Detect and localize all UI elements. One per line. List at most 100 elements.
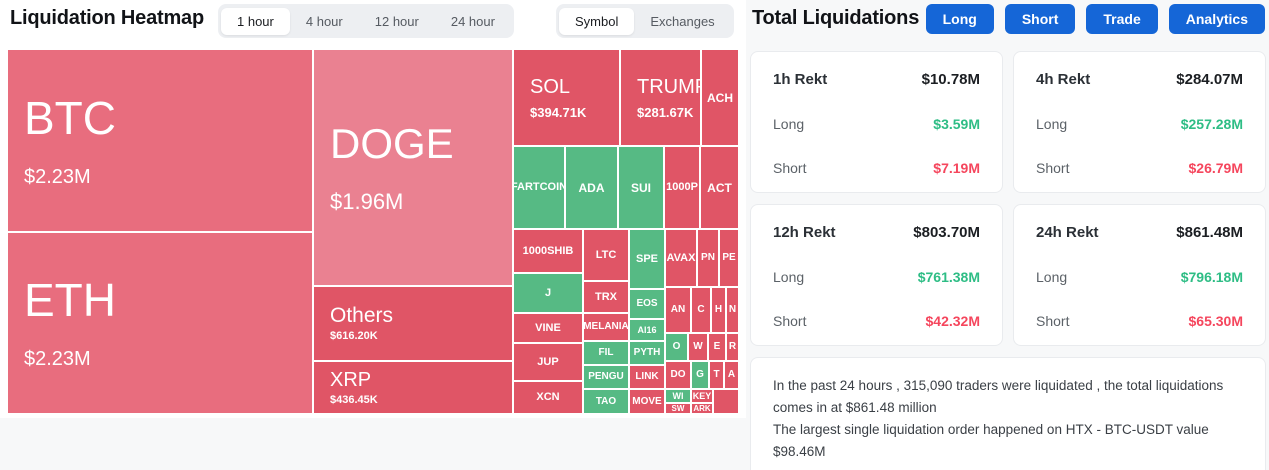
treemap-tile-avax[interactable]: AVAX: [666, 230, 696, 286]
tile-label: KEY: [692, 390, 712, 401]
treemap-tile-h[interactable]: H: [712, 288, 725, 332]
tile-label: R: [728, 341, 737, 352]
treemap-tile-eth[interactable]: ETH $2.23M: [8, 233, 312, 413]
treemap-tile-move[interactable]: MOVE: [630, 390, 664, 413]
tile-label: E: [713, 341, 721, 352]
tile-label: FIL: [598, 347, 614, 358]
tile-label: A: [727, 369, 736, 380]
summary-line-2: The largest single liquidation order hap…: [773, 421, 1209, 459]
treemap-tile-pyth[interactable]: PYTH: [630, 342, 664, 364]
treemap-tile-xrp[interactable]: XRP $436.45K: [314, 362, 512, 413]
treemap-tile-sol[interactable]: SOL $394.71K: [514, 50, 619, 145]
tab-24-hour[interactable]: 24 hour: [450, 13, 495, 29]
treemap-tile-g[interactable]: G: [692, 362, 708, 388]
treemap-tile-act[interactable]: ACT: [701, 147, 738, 228]
tile-label: BTC: [24, 91, 116, 144]
tile-label: H: [714, 304, 723, 315]
treemap-tile-e[interactable]: E: [709, 334, 725, 360]
treemap-tile-btc[interactable]: BTC $2.23M: [8, 50, 312, 231]
treemap-tile-an[interactable]: AN: [666, 288, 690, 332]
treemap-tile-filler[interactable]: [714, 390, 738, 413]
treemap-tile-pe[interactable]: PE: [720, 230, 738, 286]
treemap-tile-do[interactable]: DO: [666, 362, 690, 388]
tile-label: ARK: [693, 404, 711, 413]
treemap-tile-vine[interactable]: VINE: [514, 314, 582, 342]
treemap-tile-key[interactable]: KEY: [692, 390, 712, 402]
treemap-tile-a[interactable]: A: [725, 362, 738, 388]
tile-label: EOS: [636, 298, 658, 309]
treemap-tile-trump[interactable]: TRUMP $281.67K: [621, 50, 700, 145]
treemap-tile-jup[interactable]: JUP: [514, 344, 582, 380]
treemap-tile-fartcoin[interactable]: FARTCOIN: [514, 147, 564, 228]
tile-label: FARTCOIN: [514, 181, 564, 193]
treemap-tile-r[interactable]: R: [727, 334, 738, 360]
treemap-tile-eos[interactable]: EOS: [630, 290, 664, 318]
short-label: Short: [1036, 313, 1070, 329]
treemap-tile-sui[interactable]: SUI: [619, 147, 663, 228]
treemap-tile-o[interactable]: O: [666, 334, 687, 360]
treemap-tile-ltc[interactable]: LTC: [584, 230, 628, 280]
treemap-tile-xcn[interactable]: XCN: [514, 382, 582, 413]
tile-label: DO: [670, 369, 686, 380]
rekt-card-12h: 12h Rekt $803.70M Long $761.38M Short $4…: [750, 204, 1003, 346]
treemap-tile-fil[interactable]: FIL: [584, 342, 628, 364]
tile-label: J: [544, 286, 552, 299]
treemap-tile-trx[interactable]: TRX: [584, 282, 628, 312]
tile-value: $616.20K: [330, 330, 378, 342]
view-mode-tabs: Symbol Exchanges: [556, 4, 734, 38]
tile-value: $436.45K: [330, 393, 378, 406]
treemap-tile-melania[interactable]: MELANIA: [584, 314, 628, 340]
tile-label: C: [697, 304, 705, 315]
treemap-tile-c[interactable]: C: [692, 288, 710, 332]
treemap-tile-1000shib[interactable]: 1000SHIB: [514, 230, 582, 272]
tile-label: AI16: [637, 324, 657, 335]
tab-1-hour[interactable]: 1 hour: [221, 7, 290, 35]
treemap-tile-sw[interactable]: SW: [666, 404, 690, 413]
short-value: $65.30M: [1188, 313, 1243, 329]
tile-label: AN: [670, 304, 686, 315]
long-button[interactable]: Long: [925, 4, 994, 34]
short-label: Short: [773, 313, 807, 329]
tile-label: VINE: [535, 321, 561, 334]
treemap-tile-ada[interactable]: ADA: [566, 147, 617, 228]
tile-value: $394.71K: [530, 104, 587, 120]
treemap-tile-others[interactable]: Others $616.20K: [314, 287, 512, 360]
tile-label: MELANIA: [584, 321, 628, 332]
treemap-tile-t[interactable]: T: [710, 362, 723, 388]
treemap-tile-spe[interactable]: SPE: [630, 230, 664, 288]
tile-label: XCN: [536, 391, 560, 403]
tab-12-hour[interactable]: 12 hour: [374, 13, 419, 29]
treemap-tile-pengu[interactable]: PENGU: [584, 366, 628, 388]
treemap-tile-ai16[interactable]: AI16: [630, 320, 664, 340]
treemap-tile-j[interactable]: J: [514, 274, 582, 312]
long-value: $3.59M: [933, 116, 980, 132]
tab-exchanges[interactable]: Exchanges: [650, 13, 715, 29]
analytics-button[interactable]: Analytics: [1168, 4, 1265, 34]
treemap-tile-link[interactable]: LINK: [630, 366, 664, 388]
short-button[interactable]: Short: [1004, 4, 1076, 34]
liquidation-treemap: BTC $2.23M ETH $2.23M DOGE $1.96M Others $616.2…: [8, 50, 738, 413]
stat-total: $10.78M: [921, 71, 980, 88]
tile-label: SPE: [635, 252, 658, 265]
tab-symbol[interactable]: Symbol: [559, 7, 635, 35]
treemap-tile-pn[interactable]: PN: [698, 230, 718, 286]
treemap-tile-ach[interactable]: ACH: [702, 50, 738, 145]
treemap-tile-1000p[interactable]: 1000P: [665, 147, 699, 228]
treemap-tile-tao[interactable]: TAO: [584, 390, 628, 413]
treemap-tile-ark[interactable]: ARK: [692, 404, 712, 413]
tile-label: TRUMP: [637, 75, 700, 98]
tile-label: LINK: [635, 371, 659, 382]
summary-card: In the past 24 hours , 315,090 traders w…: [750, 357, 1266, 470]
treemap-tile-w[interactable]: W: [689, 334, 707, 360]
tile-label: AVAX: [666, 251, 696, 264]
treemap-tile-doge[interactable]: DOGE $1.96M: [314, 50, 512, 285]
tile-label: SW: [671, 404, 685, 413]
treemap-tile-n[interactable]: N: [727, 288, 738, 332]
trade-button[interactable]: Trade: [1086, 4, 1158, 34]
tab-4-hour[interactable]: 4 hour: [305, 13, 343, 29]
treemap-tile-wi[interactable]: WI: [666, 390, 690, 402]
tile-label: JUP: [537, 355, 559, 368]
long-value: $257.28M: [1180, 116, 1243, 132]
long-label: Long: [773, 269, 805, 285]
stat-label: 12h Rekt: [773, 224, 836, 241]
